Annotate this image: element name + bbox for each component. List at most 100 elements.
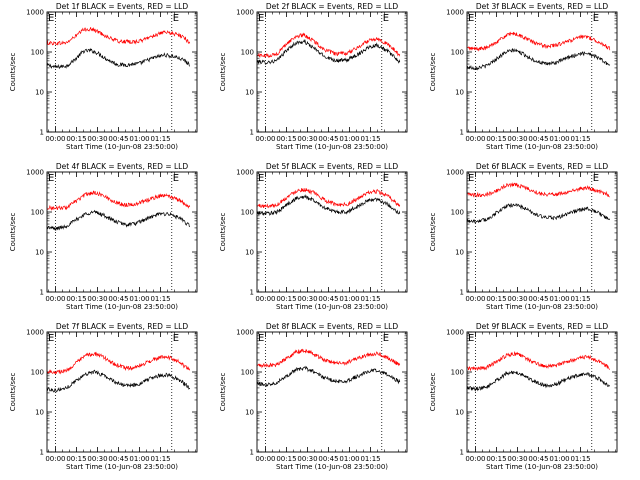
y-tick-label: 1 xyxy=(40,129,44,137)
detector-chart: Det 3f BLACK = Events, RED = LLD Counts/s… xyxy=(429,2,618,151)
event-marker-label: E xyxy=(48,173,54,184)
plot-frame xyxy=(46,171,198,293)
x-tick-label: 01:00 xyxy=(339,455,359,463)
event-marker-label: E xyxy=(258,13,264,24)
x-tick-label: 00:30 xyxy=(87,295,107,303)
event-marker-label: E xyxy=(383,333,389,344)
x-tick-label: 00:30 xyxy=(507,295,527,303)
x-tick-label: 00:30 xyxy=(297,455,317,463)
event-marker-label: E xyxy=(593,13,599,24)
x-tick-label: 00:15 xyxy=(276,455,296,463)
x-tick-label: 01:00 xyxy=(339,295,359,303)
x-tick-label: 00:45 xyxy=(318,295,338,303)
x-tick-label: 00:00 xyxy=(255,455,275,463)
x-tick-label: 00:30 xyxy=(297,135,317,143)
y-tick-label: 10 xyxy=(455,249,464,257)
events-series-line xyxy=(46,369,191,393)
x-tick-label: 01:00 xyxy=(339,135,359,143)
y-tick-label: 1 xyxy=(460,129,464,137)
x-tick-label: 00:45 xyxy=(528,135,548,143)
event-marker-label: E xyxy=(468,333,474,344)
chart-title: Det 3f BLACK = Events, RED = LLD xyxy=(476,2,609,11)
plot-frame xyxy=(256,11,408,133)
chart-title: Det 1f BLACK = Events, RED = LLD xyxy=(56,2,189,11)
x-tick-label: 00:30 xyxy=(507,455,527,463)
event-marker-label: E xyxy=(173,333,179,344)
plot-frame xyxy=(46,331,198,453)
chart-title: Det 8f BLACK = Events, RED = LLD xyxy=(266,322,399,331)
x-tick-label: 01:00 xyxy=(129,455,149,463)
x-axis-label: Start Time (10-Jun-08 23:50:00) xyxy=(486,463,598,471)
y-tick-label: 10 xyxy=(35,409,44,417)
y-tick-label: 100 xyxy=(241,49,254,57)
x-axis-label: Start Time (10-Jun-08 23:50:00) xyxy=(66,143,178,151)
x-tick-label: 00:00 xyxy=(465,295,485,303)
x-tick-label: 00:45 xyxy=(528,295,548,303)
plot-frame xyxy=(466,331,618,453)
lld-series-line xyxy=(46,351,191,375)
x-tick-label: 00:15 xyxy=(486,295,506,303)
event-marker-label: E xyxy=(258,333,264,344)
x-tick-label: 00:45 xyxy=(318,135,338,143)
y-axis-label: Counts/sec xyxy=(9,53,17,92)
y-tick-label: 1000 xyxy=(446,169,464,177)
x-tick-label: 01:15 xyxy=(570,135,590,143)
lld-series-line xyxy=(256,187,401,209)
x-tick-label: 00:15 xyxy=(276,295,296,303)
y-tick-label: 1 xyxy=(460,289,464,297)
x-tick-label: 00:15 xyxy=(276,135,296,143)
lld-series-line xyxy=(466,351,610,372)
y-tick-label: 1000 xyxy=(446,329,464,337)
y-tick-label: 1 xyxy=(250,289,254,297)
chart-title: Det 6f BLACK = Events, RED = LLD xyxy=(476,162,609,171)
y-tick-label: 1000 xyxy=(26,9,44,17)
plot-frame xyxy=(256,331,408,453)
events-series-line xyxy=(256,194,401,217)
y-tick-label: 1000 xyxy=(236,9,254,17)
detector-chart: Det 1f BLACK = Events, RED = LLD Counts/s… xyxy=(9,2,198,151)
event-marker-label: E xyxy=(173,13,179,24)
lld-series-line xyxy=(46,190,191,211)
y-tick-label: 1000 xyxy=(236,169,254,177)
y-tick-label: 1000 xyxy=(446,9,464,17)
event-marker-label: E xyxy=(383,13,389,24)
detector-chart: Det 4f BLACK = Events, RED = LLD Counts/s… xyxy=(9,162,198,311)
x-tick-label: 01:00 xyxy=(129,295,149,303)
y-tick-label: 100 xyxy=(451,49,464,57)
x-axis-label: Start Time (10-Jun-08 23:50:00) xyxy=(66,303,178,311)
y-tick-label: 1 xyxy=(40,449,44,457)
event-marker-label: E xyxy=(468,13,474,24)
y-tick-label: 10 xyxy=(245,249,254,257)
chart-title: Det 4f BLACK = Events, RED = LLD xyxy=(56,162,189,171)
x-tick-label: 00:00 xyxy=(465,455,485,463)
x-tick-label: 01:15 xyxy=(570,295,590,303)
plot-frame xyxy=(256,171,408,293)
lld-series-line xyxy=(256,32,401,59)
chart-title: Det 5f BLACK = Events, RED = LLD xyxy=(266,162,399,171)
x-tick-label: 00:00 xyxy=(465,135,485,143)
y-axis-label: Counts/sec xyxy=(429,213,437,252)
y-tick-label: 100 xyxy=(451,209,464,217)
x-tick-label: 00:15 xyxy=(486,135,506,143)
y-tick-label: 10 xyxy=(245,89,254,97)
x-tick-label: 01:15 xyxy=(360,295,380,303)
x-tick-label: 00:30 xyxy=(87,135,107,143)
detector-chart: Det 9f BLACK = Events, RED = LLD Counts/s… xyxy=(429,322,618,471)
x-tick-label: 01:15 xyxy=(150,135,170,143)
x-tick-label: 01:00 xyxy=(549,455,569,463)
lld-series-line xyxy=(466,31,611,52)
x-tick-label: 00:15 xyxy=(66,455,86,463)
detector-chart: Det 7f BLACK = Events, RED = LLD Counts/s… xyxy=(9,322,198,471)
event-marker-label: E xyxy=(383,173,389,184)
x-tick-label: 00:00 xyxy=(45,135,65,143)
chart-title: Det 9f BLACK = Events, RED = LLD xyxy=(476,322,609,331)
lld-series-line xyxy=(256,348,401,369)
x-tick-label: 01:00 xyxy=(549,135,569,143)
y-tick-label: 100 xyxy=(31,49,44,57)
y-axis-label: Counts/sec xyxy=(219,373,227,412)
events-series-line xyxy=(466,203,611,224)
x-axis-label: Start Time (10-Jun-08 23:50:00) xyxy=(486,303,598,311)
y-tick-label: 100 xyxy=(31,209,44,217)
detector-chart: Det 2f BLACK = Events, RED = LLD Counts/s… xyxy=(219,2,408,151)
